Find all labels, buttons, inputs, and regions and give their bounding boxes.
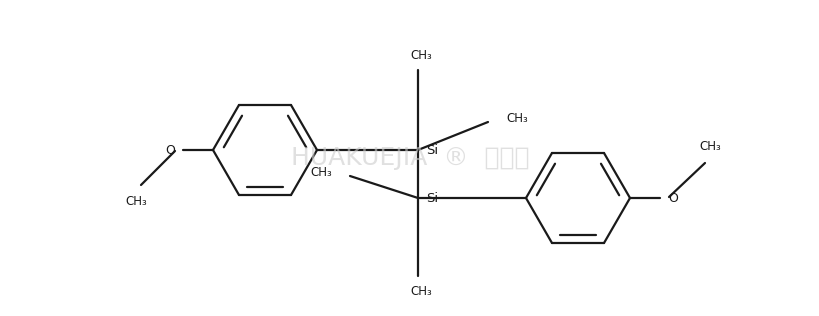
Text: CH₃: CH₃ <box>310 166 332 179</box>
Text: CH₃: CH₃ <box>410 49 432 62</box>
Text: CH₃: CH₃ <box>410 285 432 298</box>
Text: CH₃: CH₃ <box>699 140 720 153</box>
Text: O: O <box>667 191 677 204</box>
Text: Si: Si <box>426 143 437 156</box>
Text: CH₃: CH₃ <box>505 112 527 125</box>
Text: CH₃: CH₃ <box>125 195 147 208</box>
Text: HUAKUEJIA  ®  化学加: HUAKUEJIA ® 化学加 <box>291 146 528 170</box>
Text: O: O <box>165 143 174 156</box>
Text: Si: Si <box>426 191 437 204</box>
